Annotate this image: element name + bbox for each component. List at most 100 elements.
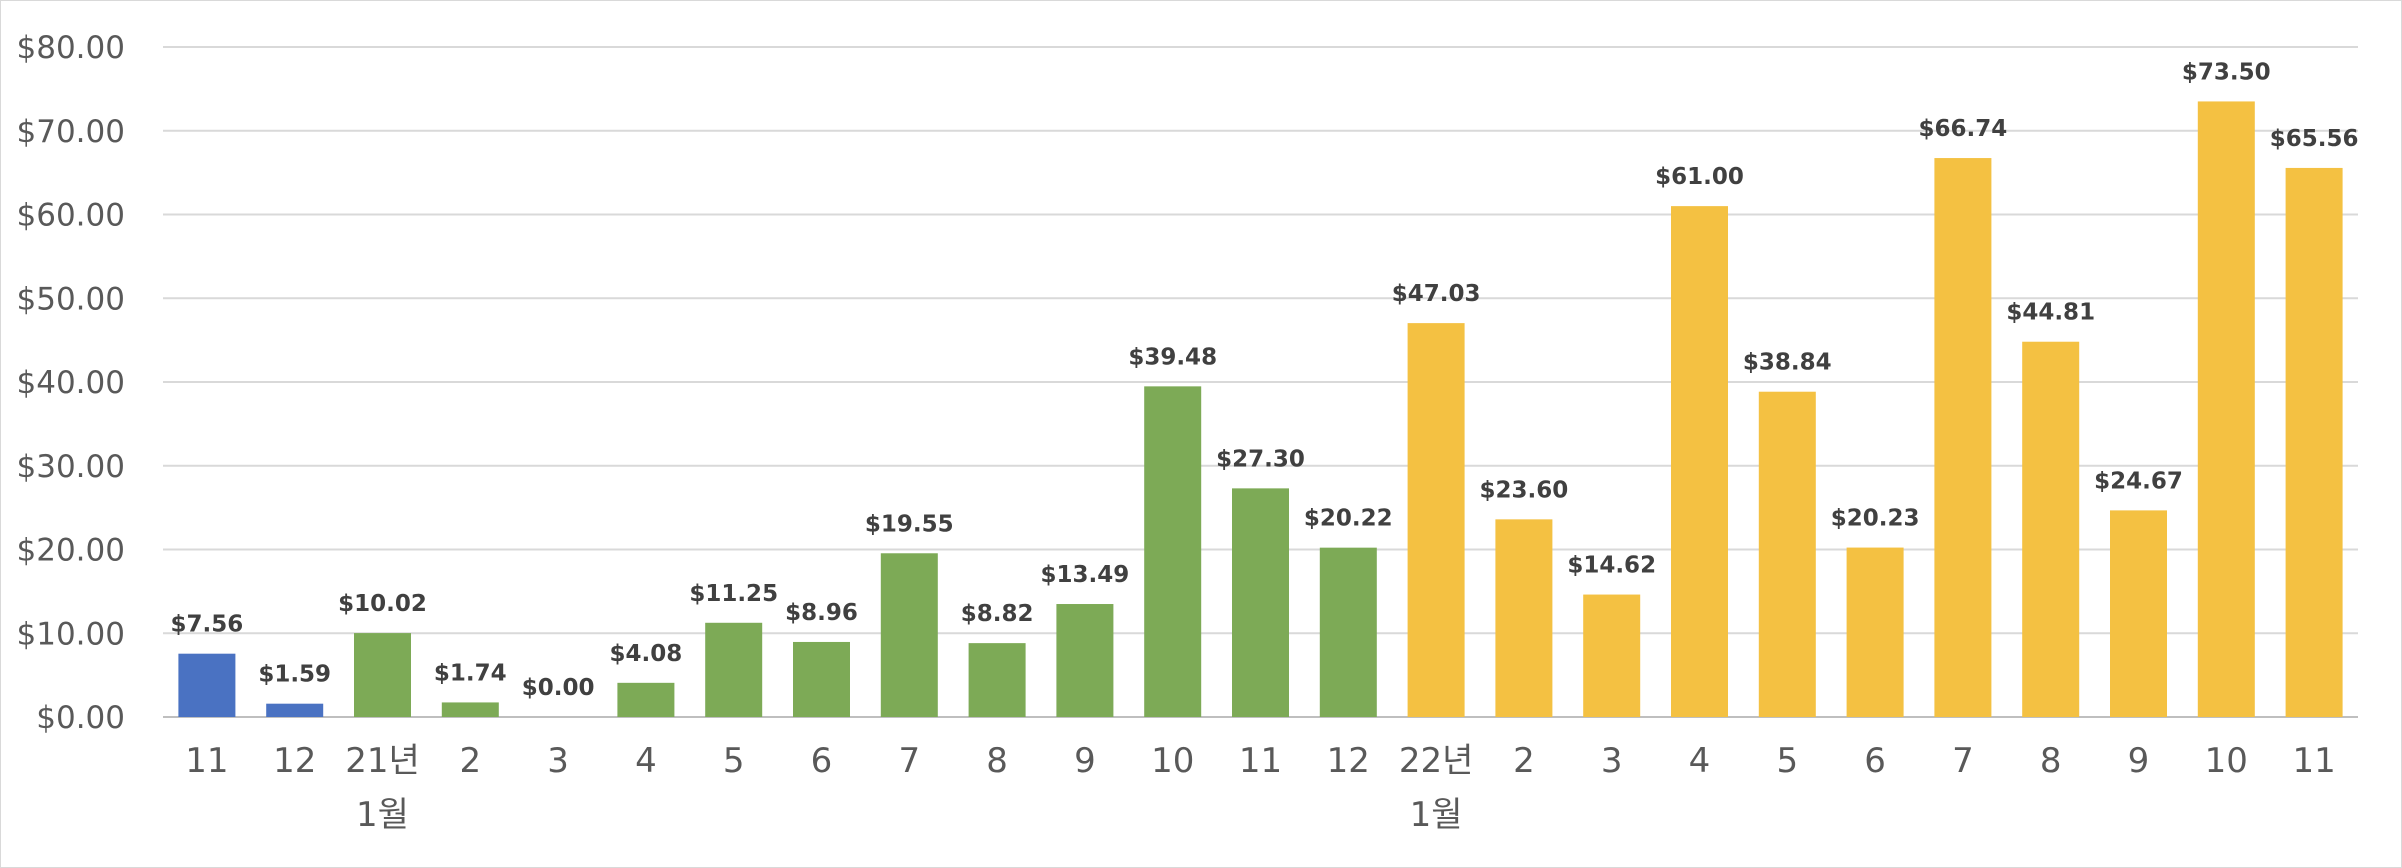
bar: [617, 682, 675, 717]
x-tick-label-line: 4: [1689, 741, 1711, 781]
bar: [1671, 206, 1728, 717]
x-tick-label-line: 11: [2292, 741, 2335, 781]
x-tick-label: 4: [635, 741, 657, 781]
bar: [441, 702, 499, 717]
x-tick-label-line: 9: [1074, 741, 1096, 781]
bar: [1144, 386, 1202, 717]
bar: [1934, 158, 1992, 718]
x-tick-label: 7: [1952, 741, 1974, 781]
x-tick-label: 10: [1151, 741, 1194, 781]
bars: [178, 101, 2343, 718]
x-tick-label-line: 5: [1776, 741, 1798, 781]
x-tick-label-line: 2: [1513, 741, 1535, 781]
gridlines: [163, 46, 2358, 718]
bar: [968, 643, 1026, 717]
x-tick-label: 12: [1327, 741, 1370, 781]
x-tick-label-line: 7: [1952, 741, 1974, 781]
data-label: $38.84: [1743, 350, 1832, 376]
bar: [1583, 594, 1641, 717]
x-tick-label-line: 2: [459, 741, 481, 781]
y-tick-label: $50.00: [17, 281, 125, 317]
x-tick-label-line: 12: [273, 741, 316, 781]
bar: [1846, 547, 1904, 717]
x-tick-label: 11: [185, 741, 228, 781]
data-label: $65.56: [2270, 126, 2359, 152]
data-label: $14.62: [1567, 553, 1656, 579]
bar: [2022, 341, 2080, 717]
x-tick-label-line: 10: [2205, 741, 2248, 781]
data-label: $10.02: [338, 591, 427, 617]
x-tick-label-line: 6: [1864, 741, 1886, 781]
x-tick-label-line: 1월: [1410, 795, 1463, 835]
x-tick-label-line: 6: [811, 741, 833, 781]
data-label: $27.30: [1216, 446, 1305, 472]
y-tick-label: $20.00: [17, 533, 125, 569]
bar: [1495, 519, 1553, 717]
data-label: $47.03: [1392, 281, 1481, 307]
bar: [178, 653, 236, 717]
data-label: $39.48: [1128, 344, 1217, 370]
data-label: $8.82: [961, 601, 1034, 627]
data-label: $4.08: [610, 641, 683, 667]
bar: [1758, 391, 1816, 717]
x-tick-label: 8: [2040, 741, 2062, 781]
data-label: $66.74: [1919, 116, 2008, 142]
x-tick-label: 8: [986, 741, 1008, 781]
y-tick-label: $40.00: [17, 365, 125, 401]
data-label: $0.00: [522, 675, 595, 701]
x-tick-label-line: 22년: [1399, 741, 1474, 781]
x-tick-label: 2: [1513, 741, 1535, 781]
data-label: $8.96: [785, 600, 858, 626]
x-tick-label-line: 9: [2128, 741, 2150, 781]
y-tick-label: $0.00: [36, 700, 125, 736]
x-tick-label: 3: [1601, 741, 1623, 781]
bar: [266, 703, 324, 717]
y-tick-label: $60.00: [17, 198, 125, 234]
data-label: $23.60: [1480, 477, 1569, 503]
x-tick-label-line: 12: [1327, 741, 1370, 781]
data-label: $1.59: [258, 662, 331, 688]
bar: [793, 641, 850, 717]
x-tick-label-line: 21년: [345, 741, 420, 781]
data-label: $61.00: [1655, 164, 1744, 190]
x-tick-label-line: 3: [547, 741, 569, 781]
data-label: $73.50: [2182, 59, 2271, 85]
bar: [354, 633, 411, 717]
x-tick-label: 3: [547, 741, 569, 781]
x-tick-label: 9: [1074, 741, 1096, 781]
x-tick-label: 12: [273, 741, 316, 781]
bar: [880, 553, 938, 717]
y-tick-label: $10.00: [17, 616, 125, 652]
bar: [705, 622, 763, 717]
y-tick-label: $80.00: [17, 30, 125, 66]
x-tick-label-line: 4: [635, 741, 657, 781]
data-label: $19.55: [865, 511, 954, 537]
x-tick-label: 5: [1776, 741, 1798, 781]
bar: [1319, 547, 1377, 717]
bar: [2197, 101, 2255, 717]
x-tick-label-line: 3: [1601, 741, 1623, 781]
x-tick-label-line: 1월: [356, 795, 409, 835]
bar: [1056, 604, 1114, 717]
x-tick-label: 4: [1689, 741, 1711, 781]
bar: [2285, 167, 2343, 717]
x-tick-label: 10: [2205, 741, 2248, 781]
y-tick-label: $70.00: [17, 114, 125, 150]
x-tick-label: 5: [723, 741, 745, 781]
x-tick-label: 11: [1239, 741, 1282, 781]
data-label: $11.25: [689, 581, 778, 607]
data-label: $44.81: [2006, 300, 2095, 326]
x-tick-label: 6: [1864, 741, 1886, 781]
data-label: $20.23: [1831, 506, 1920, 532]
x-tick-label-line: 10: [1151, 741, 1194, 781]
x-tick-label: 7: [898, 741, 920, 781]
x-tick-label: 2: [459, 741, 481, 781]
x-tick-label: 22년 1월: [1399, 741, 1474, 835]
x-tick-label: 21년 1월: [345, 741, 420, 835]
x-tick-label-line: 8: [2040, 741, 2062, 781]
x-axis-tick-labels: 11 12 21년 1월2 3 4 5 6 7 8 9 10 11 12 22년 1월2 3 4 5 6 7 8 9 10 11: [185, 741, 2335, 835]
x-tick-label: 11: [2292, 741, 2335, 781]
data-label: $13.49: [1041, 562, 1130, 588]
